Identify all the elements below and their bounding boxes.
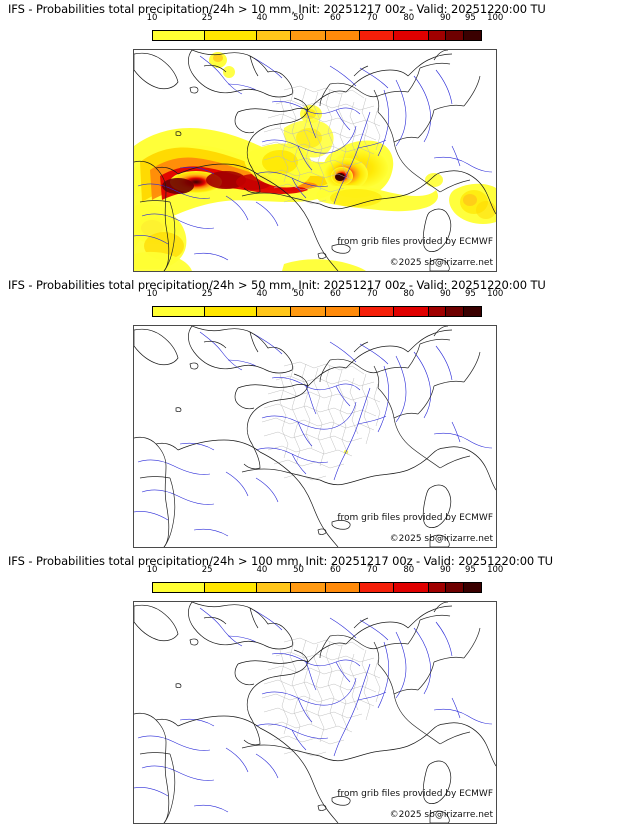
colorbar-band-70	[359, 31, 395, 40]
colorbar-tick: 10	[146, 565, 158, 575]
colorbar-tick: 25	[201, 289, 213, 299]
colorbar-tick: 90	[439, 13, 451, 23]
colorbar-band-70	[359, 307, 395, 316]
map-50mm[interactable]: from grib files provided by ECMWF ©2025 …	[133, 325, 497, 548]
colorbar-tick: 25	[201, 13, 213, 23]
colorbar-gradient-50mm	[152, 306, 482, 317]
colorbar-tick: 100	[487, 13, 504, 23]
colorbar-tick: 80	[403, 565, 415, 575]
colorbar-tick: 95	[465, 13, 476, 23]
department-boundaries	[261, 85, 381, 205]
colorbar-band-95	[446, 31, 464, 40]
colorbar-band-50	[291, 31, 326, 40]
colorbar-tick: 60	[330, 13, 341, 23]
colorbar-tick: 40	[256, 565, 268, 575]
colorbar-tick: 10	[146, 13, 158, 23]
coastlines	[134, 602, 496, 823]
colorbar-100mm: 10 25 40 50 60 70 80 90 95 100	[147, 565, 504, 595]
colorbar-band-90	[428, 307, 447, 316]
colorbar-band-10	[153, 583, 205, 592]
colorbar-tick: 60	[330, 289, 341, 299]
colorbar-band-100	[463, 583, 482, 592]
colorbar-band-25	[204, 31, 257, 40]
colorbar-band-80	[394, 31, 429, 40]
colorbar-tick: 70	[366, 289, 378, 299]
colorbar-tick: 70	[366, 13, 378, 23]
colorbar-ticks-10mm: 10 25 40 50 60 70 80 90 95 100	[147, 13, 504, 26]
grib-attribution: from grib files provided by ECMWF	[337, 789, 493, 799]
colorbar-band-60	[325, 583, 360, 592]
colorbar-band-25	[204, 307, 257, 316]
colorbar-band-80	[394, 583, 429, 592]
colorbar-ticks-100mm: 10 25 40 50 60 70 80 90 95 100	[147, 565, 504, 578]
colorbar-tick: 90	[439, 289, 451, 299]
colorbar-band-25	[204, 583, 257, 592]
colorbar-tick: 10	[146, 289, 158, 299]
coastlines	[134, 326, 496, 547]
copyright-attribution: ©2025 sb@irizarre.net	[389, 258, 493, 268]
colorbar-tick: 50	[293, 289, 304, 299]
country-borders	[139, 614, 481, 823]
panel-title-50mm: IFS - Probabilities total precipitation/…	[8, 278, 546, 292]
colorbar-band-10	[153, 307, 205, 316]
colorbar-band-95	[446, 307, 464, 316]
colorbar-band-90	[428, 31, 447, 40]
colorbar-tick: 40	[256, 13, 268, 23]
colorbar-tick: 80	[403, 289, 415, 299]
copyright-attribution: ©2025 sb@irizarre.net	[389, 810, 493, 820]
grib-attribution: from grib files provided by ECMWF	[337, 513, 493, 523]
colorbar-tick: 100	[487, 289, 504, 299]
colorbar-band-10	[153, 31, 205, 40]
colorbar-50mm: 10 25 40 50 60 70 80 90 95 100	[147, 289, 504, 319]
map-100mm[interactable]: from grib files provided by ECMWF ©2025 …	[133, 601, 497, 824]
copyright-attribution: ©2025 sb@irizarre.net	[389, 534, 493, 544]
colorbar-band-60	[325, 307, 360, 316]
colorbar-band-100	[463, 31, 482, 40]
colorbar-tick: 95	[465, 289, 476, 299]
colorbar-tick: 90	[439, 565, 451, 575]
colorbar-tick: 50	[293, 13, 304, 23]
forecast-panel-100mm: IFS - Probabilities total precipitation/…	[0, 552, 630, 828]
colorbar-tick: 40	[256, 289, 268, 299]
map-10mm[interactable]: from grib files provided by ECMWF ©2025 …	[133, 49, 497, 272]
colorbar-10mm: 10 25 40 50 60 70 80 90 95 100	[147, 13, 504, 43]
colorbar-band-40	[256, 583, 292, 592]
colorbar-gradient-10mm	[152, 30, 482, 41]
department-boundaries	[261, 361, 381, 481]
panel-title-10mm: IFS - Probabilities total precipitation/…	[8, 2, 546, 16]
rivers	[134, 55, 493, 261]
department-boundaries	[261, 637, 381, 757]
rivers	[134, 607, 493, 813]
colorbar-tick: 50	[293, 565, 304, 575]
colorbar-tick: 60	[330, 565, 341, 575]
precipitation-field	[134, 52, 496, 271]
colorbar-band-90	[428, 583, 447, 592]
colorbar-tick: 25	[201, 565, 213, 575]
colorbar-tick: 80	[403, 13, 415, 23]
coastlines	[134, 50, 496, 271]
colorbar-tick: 70	[366, 565, 378, 575]
colorbar-band-40	[256, 307, 292, 316]
grib-attribution: from grib files provided by ECMWF	[337, 237, 493, 247]
rivers	[134, 331, 493, 537]
colorbar-band-50	[291, 583, 326, 592]
colorbar-band-80	[394, 307, 429, 316]
colorbar-ticks-50mm: 10 25 40 50 60 70 80 90 95 100	[147, 289, 504, 302]
colorbar-tick: 100	[487, 565, 504, 575]
colorbar-band-40	[256, 31, 292, 40]
colorbar-band-100	[463, 307, 482, 316]
country-borders	[139, 62, 481, 271]
colorbar-gradient-100mm	[152, 582, 482, 593]
forecast-panel-10mm: IFS - Probabilities total precipitation/…	[0, 0, 630, 276]
panel-title-100mm: IFS - Probabilities total precipitation/…	[8, 554, 553, 568]
colorbar-tick: 95	[465, 565, 476, 575]
colorbar-band-70	[359, 583, 395, 592]
colorbar-band-95	[446, 583, 464, 592]
colorbar-band-50	[291, 307, 326, 316]
forecast-panel-50mm: IFS - Probabilities total precipitation/…	[0, 276, 630, 552]
colorbar-band-60	[325, 31, 360, 40]
